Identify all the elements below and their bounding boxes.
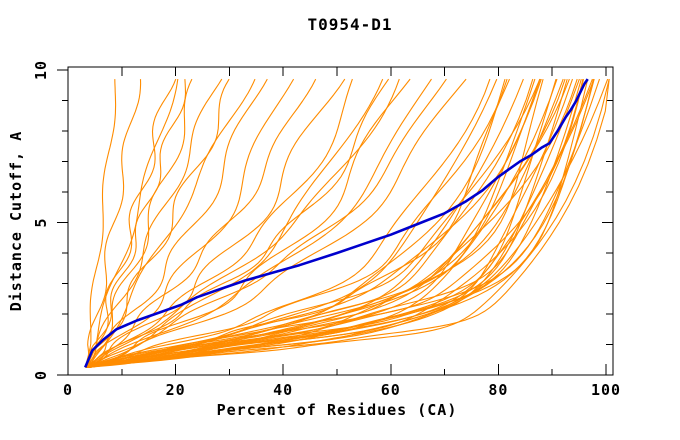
x-tick-label: 20 [166,381,186,399]
model-curve [87,78,541,368]
model-curve [87,78,541,368]
model-curve [86,78,390,368]
model-curve [87,79,187,368]
model-curve [85,78,467,368]
y-tick-label: 5 [32,217,50,227]
x-tick-label: 60 [381,381,401,399]
model-curve [88,78,447,368]
model-curve [86,78,223,368]
model-curve [86,78,346,368]
model-curve [85,78,411,368]
model-curve [88,79,610,368]
model-curve [88,78,256,368]
x-tick-label: 100 [591,381,621,399]
model-curve [87,78,593,368]
model-curve [88,78,317,368]
model-curve [88,78,595,368]
model-curve [87,78,609,368]
x-axis-label: Percent of Residues (CA) [216,401,458,419]
model-curve [86,78,432,368]
model-curve [86,78,578,368]
model-curve [85,79,117,368]
chart-title: T0954-D1 [307,15,393,34]
model-curve [86,79,142,368]
y-tick-label: 0 [32,370,50,380]
model-curve [86,78,564,368]
model-curve [88,78,193,368]
model-curve [85,78,584,368]
model-curve [86,78,610,368]
y-tick-label: 10 [32,60,50,80]
model-curve [87,78,400,368]
model-curve [85,78,601,368]
x-tick-label: 80 [488,381,508,399]
x-tick-label: 0 [63,381,73,399]
model-curve [85,79,179,368]
x-tick-label: 40 [273,381,293,399]
model-curve [87,78,353,368]
model-curve [85,78,508,368]
model-curve [87,78,295,368]
highlight-curve [83,78,589,368]
model-curve [87,78,177,368]
plot-frame [67,66,614,376]
